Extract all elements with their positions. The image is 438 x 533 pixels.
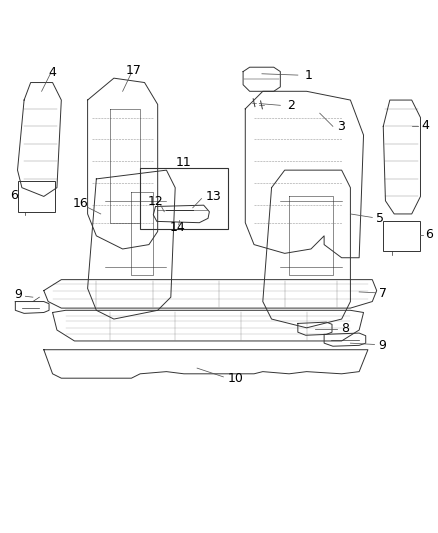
Text: 6: 6 <box>425 229 433 241</box>
Bar <box>383 221 420 251</box>
Text: 12: 12 <box>148 195 164 208</box>
Text: 4: 4 <box>49 66 57 78</box>
Text: 7: 7 <box>379 287 387 300</box>
Text: 8: 8 <box>341 322 349 335</box>
Bar <box>18 181 55 212</box>
Text: 17: 17 <box>126 64 141 77</box>
Text: 2: 2 <box>287 99 295 112</box>
Text: 10: 10 <box>228 372 244 385</box>
Text: 5: 5 <box>376 212 384 225</box>
Text: 9: 9 <box>14 288 22 302</box>
Text: 6: 6 <box>10 189 18 202</box>
Bar <box>140 168 228 229</box>
Text: 14: 14 <box>170 221 185 233</box>
Text: 16: 16 <box>73 197 89 211</box>
Text: 13: 13 <box>206 190 222 203</box>
Text: 1: 1 <box>304 69 312 82</box>
Text: 3: 3 <box>337 120 345 133</box>
Text: 9: 9 <box>378 339 386 352</box>
Text: 11: 11 <box>176 156 192 169</box>
Text: 4: 4 <box>421 119 429 132</box>
